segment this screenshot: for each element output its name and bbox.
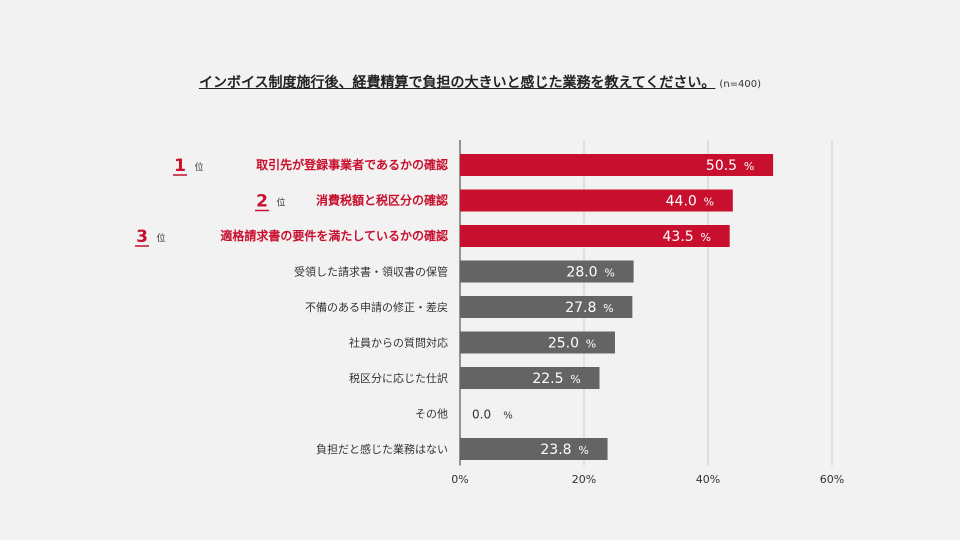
bar — [460, 260, 634, 283]
category-label: その他 — [415, 408, 448, 421]
data-label: 25.0 — [548, 336, 579, 352]
rank-suffix: 位 — [156, 232, 165, 244]
data-label: 27.8 — [565, 300, 596, 316]
data-label-unit: % — [704, 196, 714, 209]
data-label-unit: % — [604, 267, 614, 280]
bar — [460, 154, 774, 176]
x-tick-label: 40% — [696, 473, 720, 486]
data-label-unit: % — [570, 373, 580, 386]
bar — [460, 367, 600, 389]
x-tick-label: 20% — [572, 473, 596, 486]
data-label-unit: % — [603, 302, 613, 315]
rank-suffix: 位 — [194, 161, 203, 173]
category-label: 不備のある申請の修正・差戻 — [305, 300, 448, 314]
data-label-unit: % — [586, 338, 596, 351]
bar — [460, 296, 633, 318]
sample-size-note: (n=400) — [719, 79, 762, 90]
bar — [460, 189, 733, 212]
chart-title-text: インボイス制度施行後、経費精算で負担の大きいと感じた業務を教えてください。 — [198, 75, 716, 91]
data-label-unit: % — [700, 231, 710, 244]
category-label: 社員からの質問対応 — [349, 336, 448, 350]
chart-title: インボイス制度施行後、経費精算で負担の大きいと感じた業務を教えてください。 (n=… — [0, 72, 960, 92]
data-label-unit: % — [503, 411, 513, 422]
x-tick-label: 60% — [820, 473, 844, 486]
data-label: 28.0 — [566, 265, 597, 281]
data-label-unit: % — [744, 160, 754, 173]
data-label-unit: % — [578, 444, 588, 457]
rank-number: 1 — [174, 156, 186, 176]
rank-number: 3 — [136, 227, 148, 247]
rank-suffix: 位 — [276, 197, 285, 209]
bar — [460, 331, 615, 354]
data-label: 44.0 — [666, 194, 697, 210]
bar — [460, 438, 608, 460]
bar — [460, 225, 730, 247]
data-label: 50.5 — [706, 158, 737, 174]
data-label: 22.5 — [532, 371, 563, 387]
data-label: 23.8 — [540, 442, 571, 458]
category-label: 取引先が登録事業者であるかの確認 — [256, 157, 448, 172]
category-label: 消費税額と税区分の確認 — [316, 193, 448, 208]
category-label: 適格請求書の要件を満たしているかの確認 — [220, 228, 448, 243]
category-label: 受領した請求書・領収書の保管 — [294, 265, 448, 279]
category-label: 税区分に応じた仕訳 — [349, 371, 448, 385]
data-label: 43.5 — [663, 229, 694, 245]
data-label: 0.0 — [472, 408, 491, 422]
rank-number: 2 — [256, 192, 268, 212]
x-tick-label: 0% — [451, 473, 468, 486]
category-label: 負担だと感じた業務はない — [316, 442, 448, 456]
